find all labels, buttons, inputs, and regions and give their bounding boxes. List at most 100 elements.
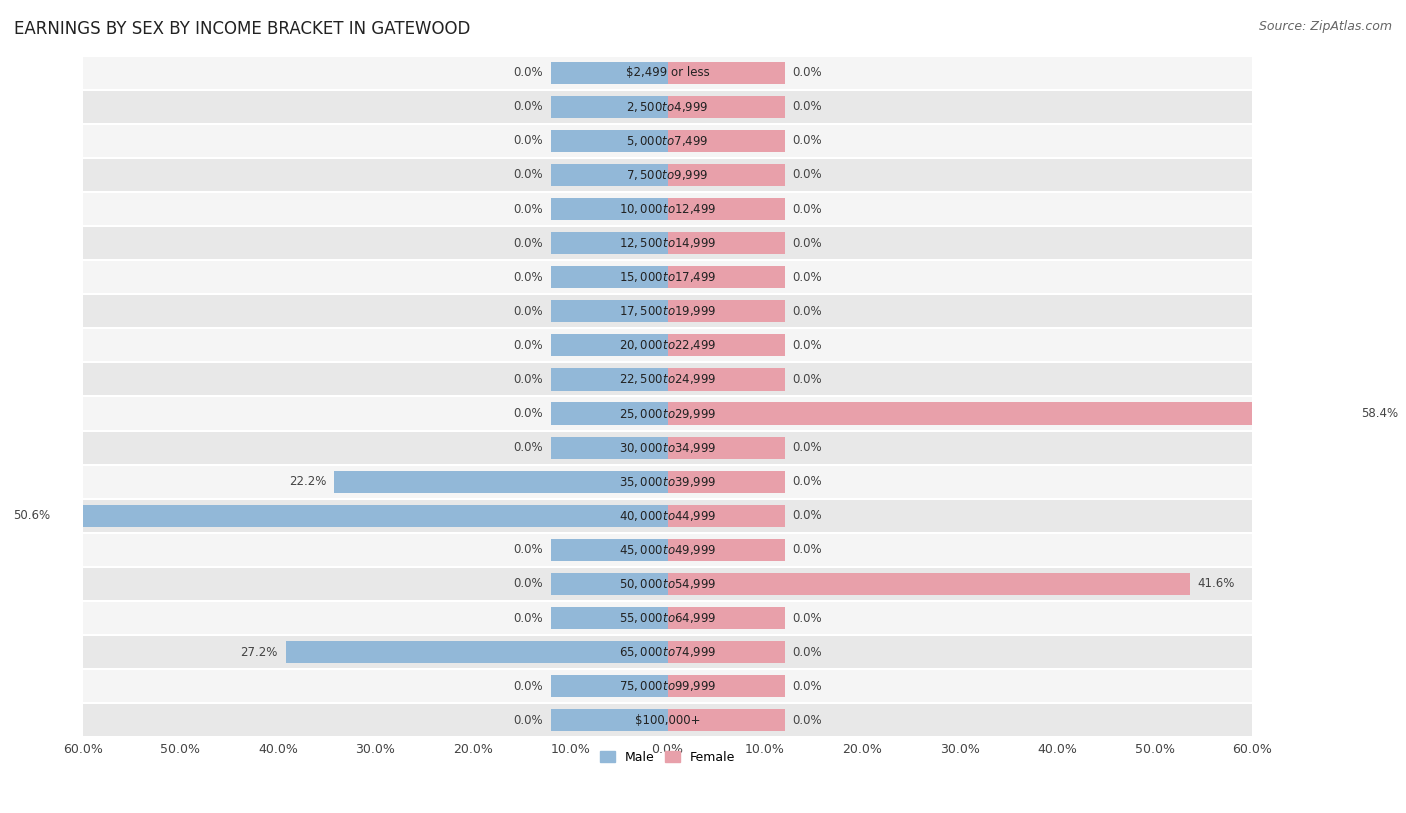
Text: $22,500 to $24,999: $22,500 to $24,999 — [619, 372, 716, 386]
Text: $17,500 to $19,999: $17,500 to $19,999 — [619, 304, 716, 318]
Text: 0.0%: 0.0% — [513, 441, 543, 454]
Bar — [551, 471, 668, 493]
Text: 0.0%: 0.0% — [793, 611, 823, 624]
Text: $55,000 to $64,999: $55,000 to $64,999 — [619, 611, 716, 625]
Text: 0.0%: 0.0% — [513, 168, 543, 181]
Bar — [551, 607, 668, 629]
Bar — [668, 607, 785, 629]
Text: 0.0%: 0.0% — [793, 646, 823, 659]
Text: 0.0%: 0.0% — [513, 66, 543, 79]
Bar — [83, 328, 1253, 363]
Text: 0.0%: 0.0% — [793, 134, 823, 147]
Text: 0.0%: 0.0% — [793, 680, 823, 693]
Text: 0.0%: 0.0% — [513, 543, 543, 556]
Text: 0.0%: 0.0% — [793, 441, 823, 454]
Text: 0.0%: 0.0% — [513, 407, 543, 420]
Text: 0.0%: 0.0% — [793, 168, 823, 181]
Bar — [83, 465, 1253, 498]
Text: $2,499 or less: $2,499 or less — [626, 66, 710, 79]
Bar — [551, 232, 668, 254]
Text: 0.0%: 0.0% — [513, 202, 543, 215]
Text: Source: ZipAtlas.com: Source: ZipAtlas.com — [1258, 20, 1392, 33]
Text: 0.0%: 0.0% — [793, 373, 823, 386]
Bar — [668, 300, 785, 322]
Text: $7,500 to $9,999: $7,500 to $9,999 — [626, 168, 709, 182]
Text: 22.2%: 22.2% — [290, 475, 326, 488]
Text: 0.0%: 0.0% — [793, 100, 823, 113]
Bar — [668, 641, 785, 663]
Bar — [551, 709, 668, 732]
Bar — [83, 55, 1253, 89]
Bar — [83, 124, 1253, 158]
Bar — [83, 89, 1253, 124]
Bar — [551, 334, 668, 356]
Bar — [83, 635, 1253, 669]
Text: $40,000 to $44,999: $40,000 to $44,999 — [619, 509, 716, 523]
Text: 41.6%: 41.6% — [1198, 577, 1234, 590]
Bar — [551, 539, 668, 561]
Bar — [551, 164, 668, 186]
Text: EARNINGS BY SEX BY INCOME BRACKET IN GATEWOOD: EARNINGS BY SEX BY INCOME BRACKET IN GAT… — [14, 20, 471, 38]
Bar — [551, 266, 668, 289]
Bar — [668, 539, 785, 561]
Bar — [83, 533, 1253, 567]
Text: $75,000 to $99,999: $75,000 to $99,999 — [619, 679, 716, 693]
Bar — [668, 198, 785, 220]
Bar — [83, 158, 1253, 192]
Text: 0.0%: 0.0% — [513, 373, 543, 386]
Text: 0.0%: 0.0% — [793, 202, 823, 215]
Bar — [668, 130, 785, 152]
Text: 0.0%: 0.0% — [513, 134, 543, 147]
Text: 0.0%: 0.0% — [513, 680, 543, 693]
Bar — [668, 334, 785, 356]
Text: $65,000 to $74,999: $65,000 to $74,999 — [619, 645, 716, 659]
Text: $15,000 to $17,499: $15,000 to $17,499 — [619, 270, 716, 285]
Legend: Male, Female: Male, Female — [595, 746, 740, 768]
Bar — [551, 641, 668, 663]
Bar — [551, 96, 668, 118]
Bar — [551, 402, 668, 424]
Bar — [83, 567, 1253, 601]
Bar — [668, 471, 785, 493]
Bar — [551, 368, 668, 390]
Text: $5,000 to $7,499: $5,000 to $7,499 — [626, 134, 709, 148]
Text: 0.0%: 0.0% — [793, 543, 823, 556]
Text: 58.4%: 58.4% — [1361, 407, 1399, 420]
Bar — [668, 266, 785, 289]
Text: 0.0%: 0.0% — [513, 339, 543, 352]
Bar — [551, 675, 668, 698]
Bar — [668, 402, 785, 424]
Bar — [551, 505, 668, 527]
Bar — [83, 226, 1253, 260]
Text: 27.2%: 27.2% — [240, 646, 278, 659]
Text: 50.6%: 50.6% — [13, 509, 49, 522]
Bar — [83, 669, 1253, 703]
Bar — [83, 260, 1253, 294]
Text: $100,000+: $100,000+ — [636, 714, 700, 727]
Bar — [551, 573, 668, 595]
Bar — [335, 471, 551, 493]
Text: 0.0%: 0.0% — [793, 714, 823, 727]
Bar — [668, 368, 785, 390]
Text: 0.0%: 0.0% — [513, 577, 543, 590]
Bar — [785, 402, 1354, 424]
Bar — [83, 431, 1253, 465]
Text: $35,000 to $39,999: $35,000 to $39,999 — [619, 475, 716, 489]
Bar — [83, 601, 1253, 635]
Bar — [83, 498, 1253, 533]
Text: $2,500 to $4,999: $2,500 to $4,999 — [626, 100, 709, 114]
Text: 0.0%: 0.0% — [513, 271, 543, 284]
Bar — [668, 709, 785, 732]
Bar — [83, 703, 1253, 737]
Bar — [668, 573, 785, 595]
Text: 0.0%: 0.0% — [513, 100, 543, 113]
Text: 0.0%: 0.0% — [793, 66, 823, 79]
Text: $45,000 to $49,999: $45,000 to $49,999 — [619, 543, 716, 557]
Text: 0.0%: 0.0% — [793, 305, 823, 318]
Bar — [668, 164, 785, 186]
Bar — [668, 505, 785, 527]
Text: 0.0%: 0.0% — [793, 475, 823, 488]
Bar — [668, 62, 785, 84]
Bar — [551, 198, 668, 220]
Text: $12,500 to $14,999: $12,500 to $14,999 — [619, 236, 716, 250]
